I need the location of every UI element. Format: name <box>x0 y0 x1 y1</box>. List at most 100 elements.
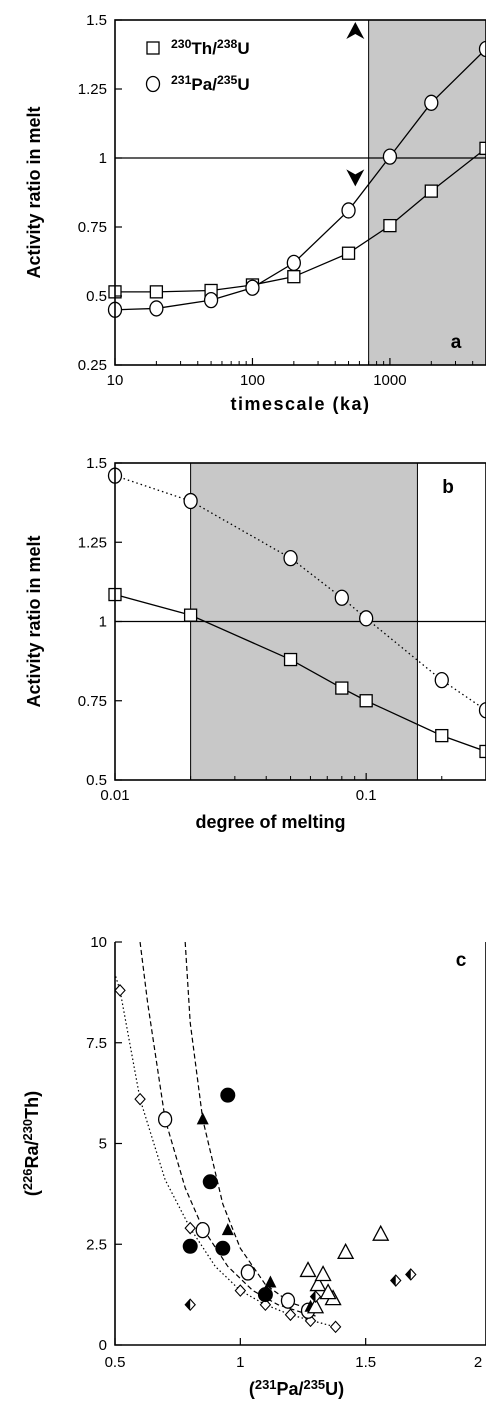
data-point-triangle-open <box>314 1265 332 1282</box>
x-tick-label: 100 <box>240 372 265 389</box>
y-tick-label: 1.5 <box>86 12 107 29</box>
label-superscript: 230 <box>171 37 192 51</box>
panel-b-chart: 0.5 0.75 1 1.25 1.5 0.01 0.1 b degree of melting… <box>24 455 486 832</box>
data-point-circle <box>286 254 301 272</box>
data-point-circle <box>149 300 164 317</box>
data-point-triangle-open <box>299 1261 317 1278</box>
data-point-square <box>335 681 349 695</box>
data-point-triangle-filled <box>264 1275 277 1288</box>
label-superscript: 231 <box>171 73 192 87</box>
data-point-triangle-open <box>309 1275 327 1292</box>
y-tick-label: 0.5 <box>86 772 107 789</box>
legend-label-circle: 231Pa/235U <box>171 73 250 94</box>
plot-frame <box>114 19 486 366</box>
legend-circle-marker <box>145 75 161 93</box>
label-superscript: 235 <box>304 1377 326 1392</box>
data-point-diamond-open <box>234 1284 247 1297</box>
data-point-circle-open <box>157 1111 173 1128</box>
label-text: ( <box>249 1379 255 1399</box>
data-point-circle-open <box>195 1221 210 1239</box>
y-tick-label: 1.25 <box>78 81 107 98</box>
label-text: Ra/ <box>22 1140 42 1168</box>
data-point-triangle-open <box>306 1297 325 1314</box>
data-point-square <box>383 218 397 233</box>
y-tick-label: 10 <box>90 934 107 951</box>
marker-fill <box>405 1268 411 1280</box>
x-tick-label: 10 <box>107 372 124 389</box>
y-tick-label: 0.75 <box>78 219 107 236</box>
data-point-triangle-filled <box>221 1223 234 1236</box>
panel-label: a <box>451 332 462 353</box>
legend-label-square: 230Th/238U <box>171 37 250 58</box>
label-text: U <box>237 39 249 58</box>
y-tick-label: 1.25 <box>78 534 107 551</box>
data-point-circle <box>478 702 486 719</box>
data-point-circle <box>424 94 439 111</box>
label-text: Th/ <box>191 39 217 58</box>
x-tick-label: 0.5 <box>105 1354 126 1371</box>
data-point-circle <box>359 610 374 627</box>
label-text: U <box>237 75 249 94</box>
data-point-diamond-open <box>284 1308 297 1322</box>
marker-fill <box>185 1299 191 1311</box>
data-point-circle-filled <box>257 1287 273 1303</box>
data-point-square <box>149 285 164 299</box>
data-point-triangle-open <box>337 1242 355 1259</box>
x-tick-label: 1000 <box>373 372 406 389</box>
y-tick-label: 1.5 <box>86 455 107 472</box>
data-point-triangle-open <box>319 1283 337 1300</box>
label-text: Th <box>22 1097 42 1119</box>
data-point-square <box>283 652 298 667</box>
data-point-diamond-open <box>329 1320 342 1334</box>
data-point-triangle-filled <box>196 1112 209 1125</box>
y-tick-label: 2.5 <box>86 1236 107 1253</box>
data-point-circle-filled <box>202 1174 218 1190</box>
data-point-circle-open <box>280 1292 296 1309</box>
data-point-diamond-half <box>309 1290 322 1303</box>
data-point-square <box>359 694 373 708</box>
model-curve-dotted <box>115 972 336 1328</box>
marker-fill <box>310 1291 316 1303</box>
x-axis-label: (231Pa/235U) <box>249 1377 344 1399</box>
model-curve-dashed <box>184 942 316 1312</box>
data-point-square <box>435 728 449 743</box>
y-tick-label: 7.5 <box>86 1035 107 1052</box>
legend-square-marker <box>146 41 160 55</box>
y-axis-label: Activity ratio in melt <box>24 535 44 707</box>
data-point-diamond-open <box>134 1092 146 1106</box>
data-point-square <box>424 184 438 198</box>
label-superscript: 231 <box>255 1377 277 1392</box>
panel-label: c <box>456 950 467 971</box>
data-point-diamond-open <box>115 984 126 997</box>
label-text: ) <box>338 1379 344 1399</box>
data-point-triangle-open <box>372 1224 390 1241</box>
y-tick-label: 0 <box>99 1337 107 1354</box>
label-superscript: 230 <box>20 1119 35 1141</box>
x-tick-label: 1 <box>236 1354 244 1371</box>
data-point-diamond-open <box>184 1221 196 1235</box>
data-point-diamond-half <box>405 1268 417 1281</box>
data-point-circle <box>334 589 349 606</box>
data-point-circle <box>478 40 486 58</box>
arrow-up-icon <box>346 22 365 40</box>
y-tick-label: 0.25 <box>78 357 107 374</box>
y-axis-label: Activity ratio in melt <box>24 106 44 278</box>
label-text: Pa/ <box>191 75 217 94</box>
data-point-square <box>287 270 301 284</box>
y-tick-label: 0.5 <box>86 288 107 305</box>
data-point-circle <box>245 279 260 296</box>
plot-frame <box>114 462 486 781</box>
y-tick-label: 0.75 <box>78 693 107 710</box>
data-point-square <box>479 744 486 759</box>
x-tick-label: 0.1 <box>356 787 377 804</box>
x-tick-label: 2 <box>474 1354 482 1371</box>
data-point-circle <box>283 549 298 567</box>
data-point-diamond-half <box>390 1274 402 1287</box>
model-curve-dashed <box>139 942 316 1317</box>
y-axis-label: (226Ra/230Th) <box>20 1091 42 1196</box>
label-text: ( <box>22 1190 42 1196</box>
plot-area <box>115 942 417 1334</box>
data-point-circle <box>341 202 356 219</box>
